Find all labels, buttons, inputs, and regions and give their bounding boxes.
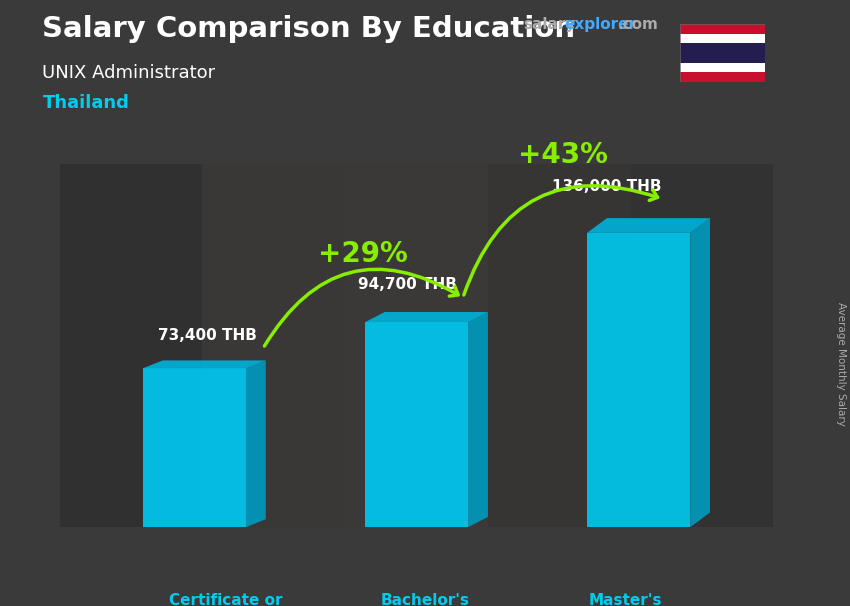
Polygon shape (365, 322, 468, 527)
Bar (680, 34, 765, 44)
Bar (345, 164, 488, 527)
Bar (680, 72, 765, 82)
Text: Salary Comparison By Education: Salary Comparison By Education (42, 15, 575, 43)
Bar (680, 44, 765, 62)
Text: Thailand: Thailand (42, 94, 129, 112)
Text: .com: .com (617, 17, 658, 32)
Bar (488, 164, 631, 527)
Polygon shape (365, 312, 488, 322)
Bar (680, 62, 765, 72)
Bar (680, 24, 765, 34)
Text: Bachelor's
Degree: Bachelor's Degree (381, 593, 470, 606)
Text: +29%: +29% (318, 240, 408, 268)
Text: salary: salary (523, 17, 575, 32)
Polygon shape (246, 361, 266, 527)
Text: UNIX Administrator: UNIX Administrator (42, 64, 216, 82)
Bar (631, 164, 774, 527)
Bar (202, 164, 345, 527)
Text: 136,000 THB: 136,000 THB (552, 179, 662, 193)
Text: 94,700 THB: 94,700 THB (358, 277, 456, 292)
Text: +43%: +43% (518, 141, 608, 170)
Text: 73,400 THB: 73,400 THB (158, 328, 257, 343)
Text: Master's
Degree: Master's Degree (588, 593, 662, 606)
Bar (60, 164, 202, 527)
Polygon shape (143, 361, 266, 368)
Polygon shape (587, 233, 690, 527)
Polygon shape (468, 312, 488, 527)
Polygon shape (690, 218, 710, 527)
Text: Average Monthly Salary: Average Monthly Salary (836, 302, 846, 425)
Text: explorer: explorer (564, 17, 637, 32)
Polygon shape (143, 368, 246, 527)
Polygon shape (587, 218, 710, 233)
Text: Certificate or
Diploma: Certificate or Diploma (169, 593, 282, 606)
